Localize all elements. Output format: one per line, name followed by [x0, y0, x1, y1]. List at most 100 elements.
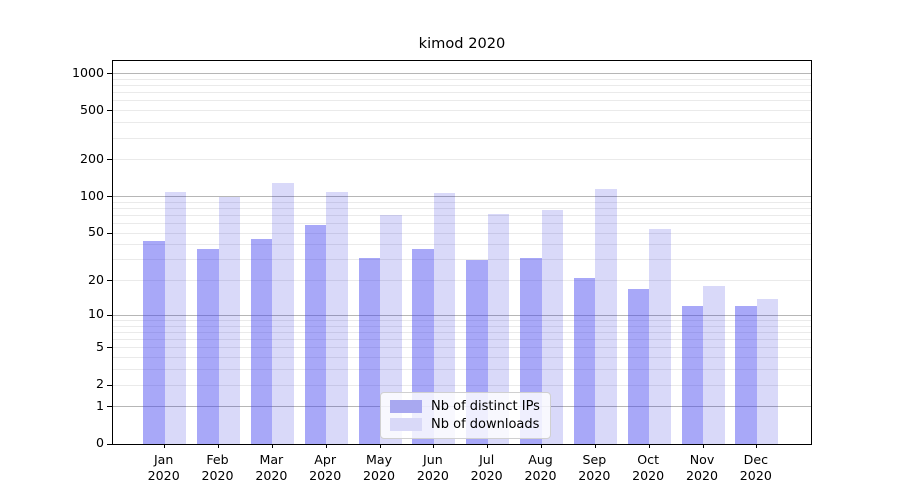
minor-gridline	[113, 214, 811, 216]
x-tick-mark	[648, 444, 650, 448]
bar-downloads-mar-2020	[272, 183, 294, 444]
bar-distinct-ips-may-2020	[358, 258, 381, 444]
x-tick-label: Jun 2020	[416, 452, 449, 483]
y-tick-label: 1000	[71, 64, 104, 80]
minor-gridline	[113, 357, 811, 359]
minor-gridline	[113, 159, 811, 161]
y-tick-mark	[107, 443, 112, 445]
y-tick-label: 50	[87, 224, 104, 240]
minor-gridline	[113, 137, 811, 139]
bar-distinct-ips-feb-2020	[197, 248, 219, 444]
legend-label-distinct-ips: Nb of distinct IPs	[431, 399, 540, 414]
y-tick-mark	[107, 159, 112, 161]
y-tick-label: 200	[79, 150, 104, 166]
x-tick-mark	[487, 444, 489, 448]
bar-distinct-ips-sep-2020	[573, 278, 596, 444]
minor-gridline	[113, 232, 811, 234]
minor-gridline	[113, 320, 811, 322]
minor-gridline	[113, 223, 811, 225]
minor-gridline	[113, 201, 811, 203]
x-tick-label: Feb 2020	[201, 452, 234, 483]
bar-downloads-oct-2020	[649, 229, 671, 444]
bar-distinct-ips-apr-2020	[304, 225, 327, 444]
y-tick-label: 1	[95, 397, 104, 413]
bar-distinct-ips-jan-2020	[143, 241, 165, 444]
x-tick-mark	[325, 444, 327, 448]
minor-gridline	[113, 384, 811, 386]
y-tick-label: 100	[79, 187, 104, 203]
y-tick-mark	[107, 384, 112, 386]
legend-swatch-distinct-ips	[390, 400, 422, 413]
bar-downloads-aug-2020	[541, 209, 563, 444]
y-tick-label: 5	[95, 338, 104, 354]
plot-area: Nb of distinct IPs Nb of downloads	[107, 60, 812, 448]
x-tick-label: Jan 2020	[147, 452, 180, 483]
x-tick-mark	[702, 444, 704, 448]
x-tick-mark	[271, 444, 273, 448]
y-tick-mark	[107, 110, 112, 112]
x-tick-mark	[756, 444, 758, 448]
minor-gridline	[113, 325, 811, 327]
major-gridline	[113, 196, 811, 198]
x-tick-label: Sep 2020	[578, 452, 611, 483]
bar-distinct-ips-dec-2020	[735, 306, 757, 444]
y-tick-mark	[107, 232, 112, 234]
bar-downloads-may-2020	[380, 215, 402, 444]
x-tick-label: Dec 2020	[739, 452, 772, 483]
y-tick-mark	[107, 280, 112, 282]
minor-gridline	[113, 347, 811, 349]
x-tick-mark	[379, 444, 381, 448]
minor-gridline	[113, 369, 811, 371]
minor-gridline	[113, 110, 811, 112]
bar-downloads-apr-2020	[326, 192, 348, 444]
x-tick-label: May 2020	[362, 452, 396, 483]
bar-downloads-jan-2020	[164, 192, 187, 444]
chart-title: kimod 2020	[418, 35, 506, 52]
y-tick-mark	[107, 73, 112, 75]
x-tick-mark	[433, 444, 435, 448]
minor-gridline	[113, 332, 811, 333]
minor-gridline	[113, 78, 811, 80]
x-tick-mark	[218, 444, 220, 448]
bar-downloads-feb-2020	[218, 196, 241, 444]
legend-label-downloads: Nb of downloads	[431, 417, 540, 432]
bar-distinct-ips-nov-2020	[681, 306, 703, 444]
x-tick-label: Aug 2020	[524, 452, 557, 483]
bar-downloads-dec-2020	[756, 298, 779, 444]
y-tick-label: 20	[87, 271, 104, 287]
y-tick-mark	[107, 347, 112, 349]
y-tick-mark	[107, 196, 112, 198]
x-tick-label: Nov 2020	[685, 452, 719, 483]
y-tick-label: 0	[95, 435, 104, 450]
y-tick-label: 10	[87, 306, 104, 322]
x-tick-label: Oct 2020	[632, 452, 665, 483]
y-axis: 0 1 2 5 10 20 50 100 200 500 1000	[0, 60, 104, 450]
y-tick-label: 2	[95, 376, 104, 392]
major-gridline	[113, 73, 811, 75]
minor-gridline	[113, 92, 811, 94]
legend-item-distinct-ips: Nb of distinct IPs	[390, 399, 540, 414]
y-tick-mark	[107, 314, 112, 316]
bar-downloads-nov-2020	[703, 286, 725, 444]
x-tick-label: Apr 2020	[309, 452, 342, 483]
minor-gridline	[113, 207, 811, 209]
bar-downloads-jul-2020	[487, 213, 510, 444]
minor-gridline	[113, 85, 811, 87]
x-tick-label: Jul 2020	[470, 452, 503, 483]
legend-swatch-downloads	[390, 418, 422, 431]
bar-downloads-sep-2020	[595, 189, 617, 444]
y-tick-mark	[107, 406, 112, 408]
x-tick-label: Mar 2020	[255, 452, 288, 483]
x-tick-mark	[541, 444, 542, 448]
major-gridline	[113, 314, 811, 316]
minor-gridline	[113, 259, 811, 261]
legend: Nb of distinct IPs Nb of downloads	[380, 392, 551, 439]
bar-downloads-jun-2020	[433, 192, 456, 444]
minor-gridline	[113, 244, 811, 246]
minor-gridline	[113, 100, 811, 102]
y-tick-label: 500	[79, 101, 104, 117]
x-tick-mark	[594, 444, 596, 448]
bar-distinct-ips-mar-2020	[250, 238, 273, 444]
x-tick-mark	[164, 444, 166, 448]
